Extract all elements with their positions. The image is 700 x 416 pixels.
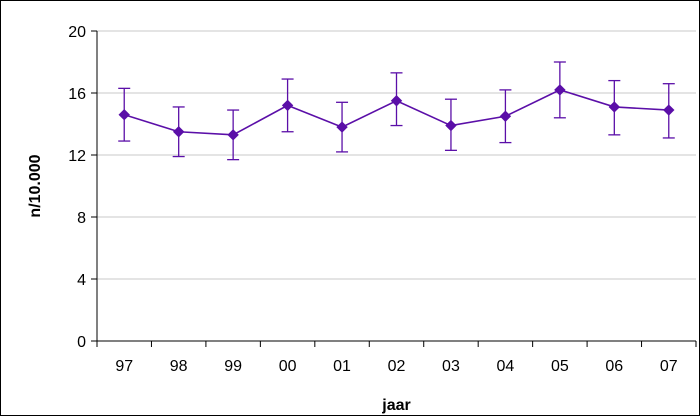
y-tick-label: 20 xyxy=(68,24,86,41)
y-axis-title: n/10.000 xyxy=(27,154,44,217)
y-tick-label: 0 xyxy=(77,334,86,351)
x-axis-title: jaar xyxy=(381,397,410,414)
axes xyxy=(91,30,697,347)
data-point-marker xyxy=(554,84,566,96)
data-point-marker xyxy=(172,126,185,138)
data-point-marker xyxy=(281,99,294,112)
x-tick-label: 98 xyxy=(170,358,188,375)
x-tick-label: 02 xyxy=(388,358,406,375)
data-point-marker xyxy=(663,104,675,116)
x-tick-label: 01 xyxy=(333,358,351,375)
x-tick-label: 04 xyxy=(497,358,515,375)
y-tick-label: 8 xyxy=(77,210,86,227)
y-tick-label: 12 xyxy=(68,148,86,165)
data-point-marker xyxy=(499,110,512,122)
data-point-marker xyxy=(227,129,239,141)
data-point-marker xyxy=(118,108,130,121)
y-tick-label: 4 xyxy=(77,272,86,289)
data-point-marker xyxy=(390,95,403,107)
series xyxy=(118,61,675,161)
data-point-marker xyxy=(336,121,348,133)
x-tick-label: 97 xyxy=(115,358,133,375)
x-tick-label: 07 xyxy=(660,358,678,375)
x-tick-label: 03 xyxy=(442,358,460,375)
y-tick-label: 16 xyxy=(68,86,86,103)
x-tick-label: 00 xyxy=(279,358,297,375)
x-tick-label: 05 xyxy=(551,358,569,375)
x-tick-label: 06 xyxy=(605,358,623,375)
data-point-marker xyxy=(445,119,457,132)
data-point-marker xyxy=(608,101,621,113)
gridlines xyxy=(97,30,696,280)
x-tick-label: 99 xyxy=(224,358,242,375)
